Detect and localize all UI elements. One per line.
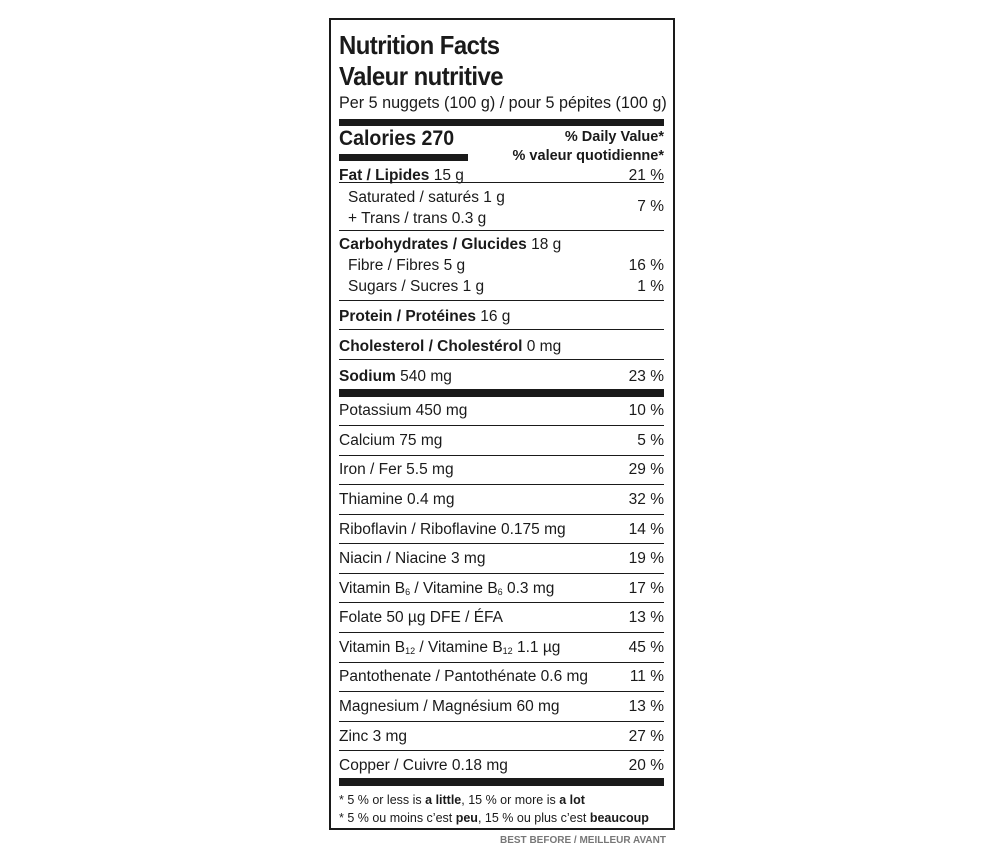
rule xyxy=(339,750,664,751)
sugars-row: Sugars / Sucres 1 g 1 % xyxy=(339,277,664,297)
sodium-label: Sodium 540 mg xyxy=(339,368,452,385)
mineral-row: Magnesium / Magnésium 60 mg 13 % xyxy=(339,697,664,717)
mineral-label: Potassium 450 mg xyxy=(339,402,468,419)
mineral-label: Vitamin B12 / Vitamine B12 1.1 µg xyxy=(339,639,561,656)
trans-row: + Trans / trans 0.3 g xyxy=(339,209,664,229)
fibre-row: Fibre / Fibres 5 g 16 % xyxy=(339,256,664,276)
cholesterol-label: Cholesterol / Cholestérol 0 mg xyxy=(339,338,562,355)
sugars-label: Sugars / Sucres 1 g xyxy=(348,278,485,295)
rule xyxy=(339,230,664,231)
mineral-pct: 13 % xyxy=(628,698,664,715)
protein-row: Protein / Protéines 16 g xyxy=(339,307,664,327)
mineral-label: Niacin / Niacine 3 mg xyxy=(339,550,486,567)
mineral-pct: 29 % xyxy=(628,461,664,478)
mineral-label: Folate 50 µg DFE / ÉFA xyxy=(339,609,503,626)
sugars-pct: 1 % xyxy=(637,278,664,295)
mineral-row: Calcium 75 mg 5 % xyxy=(339,431,664,451)
mineral-row: Potassium 450 mg 10 % xyxy=(339,401,664,421)
mineral-pct: 11 % xyxy=(629,668,664,685)
daily-value-header: % Daily Value* % valeur quotidienne* xyxy=(513,128,664,166)
mineral-label: Iron / Fer 5.5 mg xyxy=(339,461,454,478)
rule xyxy=(339,602,664,603)
rule xyxy=(339,300,664,301)
mineral-row: Copper / Cuivre 0.18 mg 20 % xyxy=(339,756,664,776)
mineral-label: Copper / Cuivre 0.18 mg xyxy=(339,757,508,774)
title-fr: Valeur nutritive xyxy=(339,61,504,91)
rule xyxy=(339,359,664,360)
rule xyxy=(339,721,664,722)
mineral-pct: 20 % xyxy=(628,757,664,774)
mineral-pct: 27 % xyxy=(628,728,664,745)
title-en: Nutrition Facts xyxy=(339,30,500,60)
sat-trans-pct-row: 7 % xyxy=(339,197,664,217)
mineral-pct: 19 % xyxy=(628,550,664,567)
trans-label: + Trans / trans 0.3 g xyxy=(348,210,487,227)
label-inner: Nutrition Facts Valeur nutritive Per 5 n… xyxy=(339,20,667,828)
sodium-row: Sodium 540 mg 23 % xyxy=(339,367,664,387)
mineral-label: Vitamin B6 / Vitamine B6 0.3 mg xyxy=(339,580,555,597)
saturated-label: Saturated / saturés 1 g xyxy=(348,189,505,206)
rule xyxy=(339,455,664,456)
mineral-row: Vitamin B12 / Vitamine B12 1.1 µg 45 % xyxy=(339,638,664,658)
mineral-label: Magnesium / Magnésium 60 mg xyxy=(339,698,560,715)
mineral-pct: 45 % xyxy=(628,639,664,656)
sodium-pct: 23 % xyxy=(628,368,664,385)
mineral-pct: 17 % xyxy=(628,580,664,597)
mineral-label: Thiamine 0.4 mg xyxy=(339,491,455,508)
mineral-pct: 10 % xyxy=(628,402,664,419)
calories: Calories 270 xyxy=(339,127,455,150)
footnote-fr: * 5 % ou moins c’est peu, 15 % ou plus c… xyxy=(339,811,649,825)
carbs-label: Carbohydrates / Glucides 18 g xyxy=(339,236,562,253)
rule xyxy=(339,329,664,330)
rule xyxy=(339,425,664,426)
mineral-row: Folate 50 µg DFE / ÉFA 13 % xyxy=(339,608,664,628)
cut-off-text: BEST BEFORE / MEILLEUR AVANT xyxy=(500,835,666,845)
rule xyxy=(339,662,664,663)
mineral-row: Vitamin B6 / Vitamine B6 0.3 mg 17 % xyxy=(339,579,664,599)
mineral-label: Zinc 3 mg xyxy=(339,728,408,745)
sat-trans-pct: 7 % xyxy=(637,198,664,215)
rule xyxy=(339,632,664,633)
thick-rule-bottom xyxy=(339,778,664,786)
calories-bar xyxy=(339,154,468,161)
rule xyxy=(339,514,664,515)
serving-size: Per 5 nuggets (100 g) / pour 5 pépites (… xyxy=(339,93,667,112)
mineral-row: Zinc 3 mg 27 % xyxy=(339,727,664,747)
thick-rule-mid xyxy=(339,389,664,397)
mineral-label: Calcium 75 mg xyxy=(339,432,443,449)
protein-label: Protein / Protéines 16 g xyxy=(339,308,511,325)
saturated-row: Saturated / saturés 1 g xyxy=(339,188,664,208)
footnote-en: * 5 % or less is a little, 15 % or more … xyxy=(339,793,585,807)
thick-rule-top xyxy=(339,119,664,126)
daily-value-en: % Daily Value* xyxy=(564,129,664,145)
daily-value-fr: % valeur quotidienne* xyxy=(512,148,664,164)
mineral-row: Riboflavin / Riboflavine 0.175 mg 14 % xyxy=(339,520,664,540)
rule xyxy=(339,543,664,544)
mineral-pct: 13 % xyxy=(628,609,664,626)
fibre-pct: 16 % xyxy=(628,257,664,274)
mineral-row: Niacin / Niacine 3 mg 19 % xyxy=(339,549,664,569)
cholesterol-row: Cholesterol / Cholestérol 0 mg xyxy=(339,337,664,357)
fibre-label: Fibre / Fibres 5 g xyxy=(348,257,466,274)
mineral-label: Riboflavin / Riboflavine 0.175 mg xyxy=(339,521,566,538)
rule xyxy=(339,182,664,183)
mineral-row: Thiamine 0.4 mg 32 % xyxy=(339,490,664,510)
fat-row: Fat / Lipides 15 g 21 % xyxy=(339,166,664,186)
mineral-pct: 32 % xyxy=(628,491,664,508)
rule xyxy=(339,691,664,692)
mineral-row: Pantothenate / Pantothénate 0.6 mg 11 % xyxy=(339,667,664,687)
carbs-row: Carbohydrates / Glucides 18 g xyxy=(339,235,664,255)
fat-pct: 21 % xyxy=(628,167,664,184)
mineral-row: Iron / Fer 5.5 mg 29 % xyxy=(339,460,664,480)
rule xyxy=(339,573,664,574)
rule xyxy=(339,484,664,485)
mineral-pct: 5 % xyxy=(637,432,664,449)
fat-label: Fat / Lipides 15 g xyxy=(339,167,464,184)
mineral-pct: 14 % xyxy=(628,521,664,538)
nutrition-facts-label: Nutrition Facts Valeur nutritive Per 5 n… xyxy=(329,18,675,830)
mineral-label: Pantothenate / Pantothénate 0.6 mg xyxy=(339,668,589,685)
